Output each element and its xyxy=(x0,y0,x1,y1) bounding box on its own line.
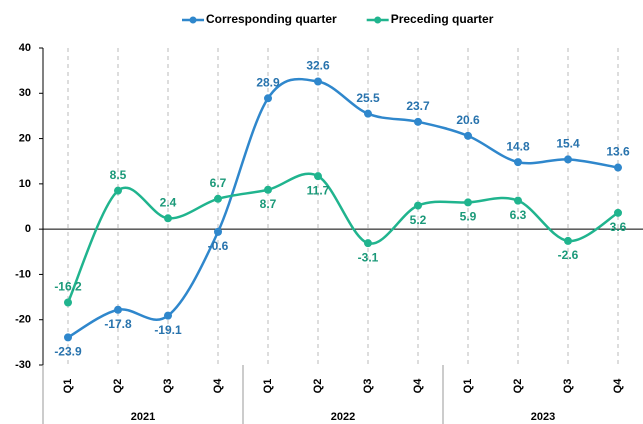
data-label: 23.7 xyxy=(406,99,430,113)
data-label: 15.4 xyxy=(556,137,580,151)
point xyxy=(64,298,72,307)
x-tick-label: Q4 xyxy=(412,378,424,394)
y-tick-label: 30 xyxy=(19,87,31,99)
y-tick-label: 10 xyxy=(19,178,31,190)
y-tick-label: -30 xyxy=(15,359,31,371)
x-tick-label: Q4 xyxy=(212,378,224,394)
data-label: -16.2 xyxy=(54,280,82,294)
data-label: 13.6 xyxy=(606,145,630,159)
point xyxy=(414,201,422,210)
point xyxy=(464,198,472,207)
data-label: 2.4 xyxy=(160,195,177,209)
x-tick-label: Q3 xyxy=(562,379,574,394)
point xyxy=(164,311,172,320)
data-label: 3.6 xyxy=(610,220,627,234)
x-tick-label: Q2 xyxy=(112,379,124,394)
point xyxy=(264,94,272,103)
x-tick-label: Q3 xyxy=(362,379,374,394)
data-label: 8.7 xyxy=(260,197,277,211)
x-tick-label: Q2 xyxy=(512,379,524,394)
legend-marker xyxy=(374,16,382,24)
legend-label: Corresponding quarter xyxy=(206,12,337,26)
point xyxy=(264,185,272,194)
y-tick-label: -10 xyxy=(15,268,31,280)
data-label: 25.5 xyxy=(356,91,380,105)
point xyxy=(514,158,522,167)
data-label: -19.1 xyxy=(154,323,182,337)
y-tick-label: 0 xyxy=(25,223,31,235)
point xyxy=(314,172,322,181)
x-tick-label: Q1 xyxy=(262,379,274,394)
data-label: 14.8 xyxy=(506,139,530,153)
point xyxy=(614,163,622,172)
y-tick-label: 40 xyxy=(19,42,31,54)
data-label: 8.5 xyxy=(110,168,127,182)
legend-marker xyxy=(189,16,197,24)
data-label: -23.9 xyxy=(54,345,82,359)
point xyxy=(314,77,322,86)
point xyxy=(364,239,372,248)
data-label: -0.6 xyxy=(208,239,229,253)
data-label: -2.6 xyxy=(558,248,579,262)
x-tick-label: Q4 xyxy=(612,378,624,394)
data-label: -3.1 xyxy=(358,250,379,264)
point xyxy=(364,109,372,118)
group-label: 2023 xyxy=(531,411,555,423)
series-line xyxy=(66,172,619,304)
point xyxy=(164,214,172,223)
x-tick-label: Q1 xyxy=(462,379,474,394)
point xyxy=(564,155,572,164)
x-tick-label: Q1 xyxy=(62,379,74,394)
y-tick-label: -20 xyxy=(15,314,31,326)
data-label: 32.6 xyxy=(306,59,330,73)
point xyxy=(514,196,522,205)
x-tick-label: Q3 xyxy=(162,379,174,394)
point xyxy=(64,333,72,342)
data-label: -17.8 xyxy=(104,317,132,331)
point xyxy=(114,186,122,195)
group-label: 2022 xyxy=(331,411,355,423)
data-label: 20.6 xyxy=(456,113,480,127)
point xyxy=(464,131,472,140)
point xyxy=(564,236,572,245)
data-label: 5.9 xyxy=(460,210,477,224)
point xyxy=(214,227,222,236)
group-label: 2021 xyxy=(131,411,155,423)
data-label: 28.9 xyxy=(256,75,280,89)
data-label: 11.7 xyxy=(307,183,330,197)
point xyxy=(214,194,222,203)
y-tick-label: 20 xyxy=(19,132,31,144)
point xyxy=(614,208,622,217)
x-tick-label: Q2 xyxy=(312,379,324,394)
data-label: 6.3 xyxy=(510,208,527,222)
point xyxy=(414,117,422,126)
data-label: 6.7 xyxy=(210,176,227,190)
data-label: 5.2 xyxy=(410,213,427,227)
point xyxy=(114,305,122,314)
legend-label: Preceding quarter xyxy=(391,12,494,26)
